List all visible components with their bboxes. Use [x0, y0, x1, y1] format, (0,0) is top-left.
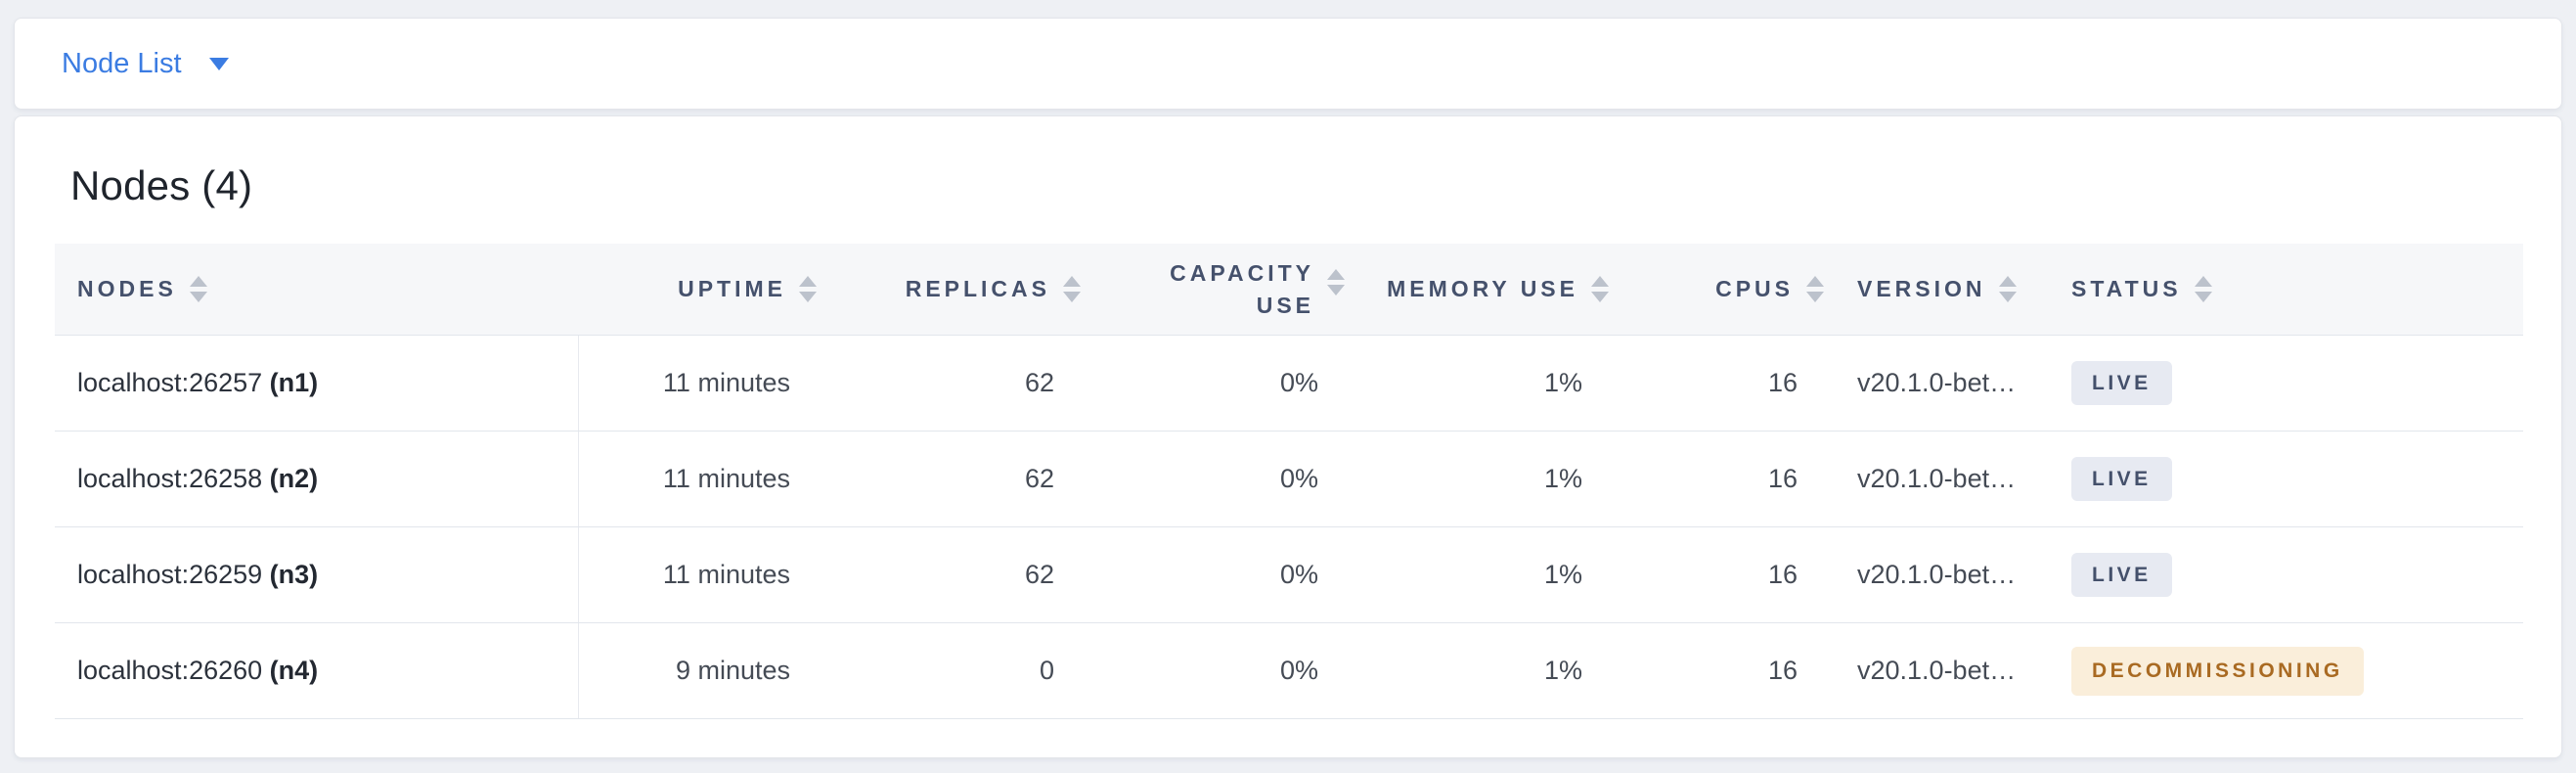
nodes-table: NODES UPTIME REPLICAS [55, 244, 2523, 719]
memory-use-cell: 1% [1370, 431, 1634, 527]
node-id: (n1) [269, 368, 319, 397]
status-badge: DECOMMISSIONING [2071, 646, 2364, 696]
node-list-dropdown-label: Node List [62, 47, 182, 79]
capacity-use-cell: 0% [1106, 431, 1370, 527]
caret-down-icon [208, 57, 229, 70]
status-cell: DECOMMISSIONING [2055, 622, 2523, 719]
column-header-uptime[interactable]: UPTIME [578, 244, 842, 336]
node-id: (n2) [269, 464, 319, 493]
cpus-cell: 16 [1634, 431, 1849, 527]
replicas-cell: 62 [842, 335, 1106, 432]
node-address-cell: localhost:26259 (n3) [55, 526, 578, 623]
replicas-cell: 62 [842, 526, 1106, 623]
capacity-use-cell: 0% [1106, 526, 1370, 623]
memory-use-cell: 1% [1370, 526, 1634, 623]
column-header-capacity-use[interactable]: CAPACITY USE [1106, 244, 1370, 336]
sort-icon [1063, 276, 1081, 302]
cpus-cell: 16 [1634, 622, 1849, 719]
cpus-cell: 16 [1634, 335, 1849, 432]
status-badge: LIVE [2071, 361, 2172, 405]
capacity-use-cell: 0% [1106, 622, 1370, 719]
status-cell: LIVE [2055, 431, 2523, 527]
uptime-cell: 9 minutes [577, 622, 842, 719]
status-cell: LIVE [2055, 526, 2523, 623]
column-header-nodes[interactable]: NODES [55, 244, 578, 336]
capacity-use-cell: 0% [1106, 335, 1370, 432]
page-title: Nodes (4) [70, 162, 253, 208]
sort-icon [1998, 276, 2017, 302]
column-header-cpus[interactable]: CPUS [1634, 244, 1849, 336]
uptime-cell: 11 minutes [577, 526, 842, 623]
table-header-row: NODES UPTIME REPLICAS [55, 244, 2523, 336]
column-header-version[interactable]: VERSION [1849, 244, 2055, 336]
uptime-cell: 11 minutes [577, 335, 842, 432]
sort-icon [189, 276, 207, 302]
column-header-status[interactable]: STATUS [2055, 244, 2523, 336]
table-row: localhost:26257 (n1) 11 minutes 62 0% 1%… [55, 335, 2523, 432]
table-row: localhost:26258 (n2) 11 minutes 62 0% 1%… [55, 431, 2523, 527]
node-address-cell: localhost:26258 (n2) [55, 431, 578, 527]
version-cell: v20.1.0-bet… [1849, 526, 2055, 623]
status-cell: LIVE [2055, 335, 2523, 432]
table-row: localhost:26260 (n4) 9 minutes 0 0% 1% 1… [55, 622, 2523, 719]
sort-icon [1591, 276, 1609, 302]
memory-use-cell: 1% [1370, 335, 1634, 432]
sort-icon [799, 276, 817, 302]
column-header-replicas[interactable]: REPLICAS [842, 244, 1106, 336]
node-address-cell: localhost:26257 (n1) [55, 335, 578, 432]
status-badge: LIVE [2071, 553, 2172, 597]
node-id: (n4) [269, 656, 319, 685]
memory-use-cell: 1% [1370, 622, 1634, 719]
version-cell: v20.1.0-bet… [1849, 335, 2055, 432]
table-row: localhost:26259 (n3) 11 minutes 62 0% 1%… [55, 526, 2523, 623]
replicas-cell: 62 [842, 431, 1106, 527]
column-header-memory-use[interactable]: MEMORY USE [1370, 244, 1634, 336]
node-list-dropdown[interactable]: Node List [62, 47, 229, 79]
sort-icon [1806, 276, 1824, 302]
version-cell: v20.1.0-bet… [1849, 622, 2055, 719]
uptime-cell: 11 minutes [577, 431, 842, 527]
version-cell: v20.1.0-bet… [1849, 431, 2055, 527]
view-selector-bar: Node List [14, 18, 2562, 110]
sort-icon [1327, 268, 1345, 296]
cpus-cell: 16 [1634, 526, 1849, 623]
node-id: (n3) [269, 560, 319, 589]
nodes-card: Nodes (4) NODES UPTIM [14, 115, 2562, 758]
status-badge: LIVE [2071, 457, 2172, 501]
node-address-cell: localhost:26260 (n4) [55, 622, 578, 719]
sort-icon [2194, 276, 2212, 302]
replicas-cell: 0 [842, 622, 1106, 719]
